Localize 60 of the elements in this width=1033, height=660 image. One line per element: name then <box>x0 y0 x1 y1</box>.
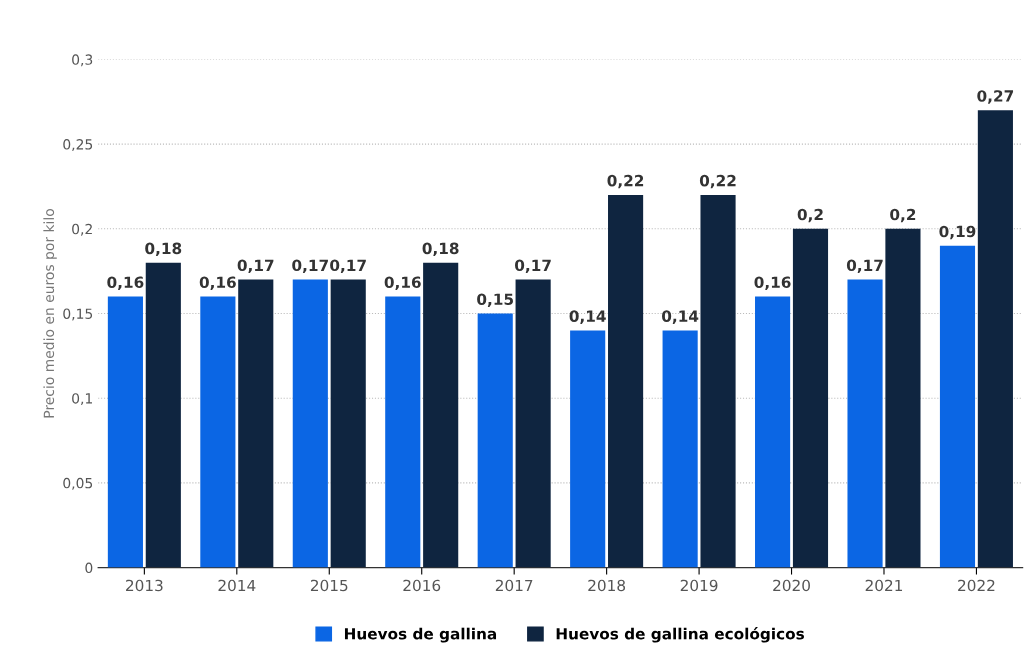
data-label: 0,17 <box>292 259 328 274</box>
x-tick-label: 2020 <box>773 579 810 592</box>
data-label: 0,2 <box>797 208 823 223</box>
bar <box>792 228 829 568</box>
data-label: 0,15 <box>477 293 513 307</box>
y-tick-label: 0,2 <box>72 223 92 236</box>
y-axis-title: Precio medio en euros por kilo <box>43 209 57 418</box>
data-label: 0,14 <box>662 310 699 324</box>
bar <box>385 296 421 568</box>
bar <box>292 279 328 568</box>
bar <box>330 279 366 568</box>
x-tick-label: 2013 <box>126 579 163 592</box>
bar <box>107 296 143 568</box>
bar <box>238 279 274 568</box>
data-label: 0,16 <box>107 276 144 290</box>
data-label: 0,22 <box>699 174 736 189</box>
data-label: 0,17 <box>330 259 366 274</box>
data-label: 0,17 <box>237 259 274 274</box>
data-label: 0,27 <box>977 90 1014 104</box>
data-label: 0,16 <box>384 276 421 290</box>
data-label: 0,19 <box>939 225 976 240</box>
bar <box>847 279 883 568</box>
bar <box>423 262 459 568</box>
x-tick-label: 2017 <box>495 579 533 592</box>
x-tick-label: 2015 <box>310 579 348 592</box>
bar <box>145 262 181 568</box>
bar <box>608 194 644 568</box>
bar <box>570 330 606 568</box>
x-tick-label: 2022 <box>958 579 995 592</box>
x-tick-label: 2016 <box>403 579 441 592</box>
bar <box>700 194 736 568</box>
data-label: 0,17 <box>515 259 551 274</box>
bar <box>939 245 976 568</box>
y-tick-label: 0,05 <box>63 477 93 490</box>
bar <box>977 110 1013 568</box>
data-label: 0,16 <box>199 276 236 290</box>
legend-label: Huevos de gallina ecológicos <box>556 627 804 643</box>
data-label: 0,18 <box>422 242 459 257</box>
bar <box>662 330 698 568</box>
x-tick-label: 2018 <box>588 579 626 592</box>
x-tick-label: 2021 <box>865 579 903 592</box>
data-label: 0,22 <box>607 174 644 189</box>
y-tick-label: 0,15 <box>63 308 93 321</box>
x-tick-label: 2019 <box>680 579 718 592</box>
data-label: 0,18 <box>145 242 182 257</box>
y-tick-label: 0,1 <box>72 393 92 406</box>
bar <box>200 296 236 568</box>
data-label: 0,16 <box>754 276 791 290</box>
bar <box>885 228 921 568</box>
bar <box>515 279 551 568</box>
legend-label: Huevos de gallina <box>344 627 497 643</box>
x-tick-label: 2014 <box>218 579 256 592</box>
data-label: 0,2 <box>890 208 916 223</box>
bar <box>755 296 791 568</box>
y-tick-label: 0 <box>85 562 93 574</box>
bar <box>477 313 513 568</box>
data-label: 0,14 <box>569 310 606 324</box>
data-label: 0,17 <box>846 259 883 274</box>
y-tick-label: 0,3 <box>72 54 93 67</box>
y-tick-label: 0,25 <box>63 139 93 151</box>
